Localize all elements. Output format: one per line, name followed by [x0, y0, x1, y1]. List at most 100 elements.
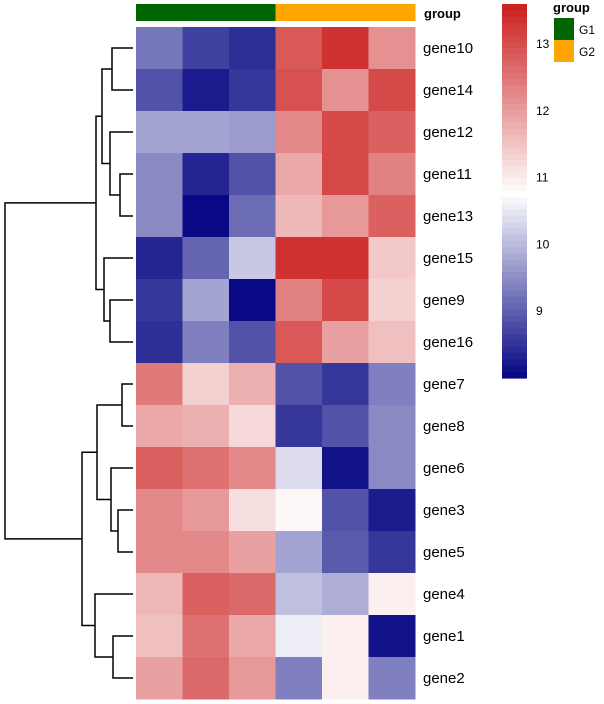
- dendrogram-branch: [110, 467, 133, 532]
- legend-gradient-step: [502, 359, 527, 367]
- heatmap-cell: [368, 573, 416, 616]
- row-label-gene6: gene6: [423, 460, 465, 477]
- dendrogram-branch: [95, 115, 104, 291]
- heatmap-cell: [136, 153, 183, 196]
- heatmap-cell: [322, 195, 369, 238]
- heatmap-cell: [368, 69, 416, 112]
- legend-gradient-step: [502, 178, 527, 186]
- heatmap-cell: [136, 573, 183, 616]
- heatmap-cell: [322, 153, 369, 196]
- legend-tick-13: 13: [536, 37, 550, 51]
- heatmap-cell: [322, 657, 369, 700]
- legend-gradient-step: [502, 4, 527, 11]
- heatmap-cell: [182, 405, 230, 448]
- dendrogram-branch: [119, 173, 133, 217]
- dendrogram-branch: [109, 299, 133, 343]
- dendrogram-branch: [103, 257, 133, 322]
- legend-gradient-step: [502, 60, 527, 67]
- heatmap-cell: [322, 447, 369, 490]
- heatmap-cell: [136, 405, 183, 448]
- heatmap-cell: [229, 531, 276, 574]
- heatmap-cell: [136, 111, 183, 154]
- annotation-cell-g1: [136, 4, 183, 21]
- legend-gradient-step: [502, 259, 527, 267]
- heatmap-cells: [136, 27, 416, 700]
- heatmap-cell: [136, 615, 183, 658]
- heatmap-cell: [182, 279, 230, 322]
- legend-gradient-step: [502, 328, 527, 335]
- dendrogram-branch: [96, 404, 122, 501]
- dendrogram-branch: [111, 47, 133, 91]
- heatmap-cell: [275, 447, 323, 490]
- heatmap-cell: [368, 195, 416, 238]
- dendrogram-branch: [112, 635, 133, 679]
- legend-tick-9: 9: [536, 304, 543, 318]
- heatmap-cell: [182, 531, 230, 574]
- group-legend-swatch-g2: [554, 40, 574, 62]
- legend-gradient-step: [502, 296, 527, 304]
- heatmap-cell: [229, 153, 276, 196]
- row-label-gene13: gene13: [423, 208, 473, 225]
- heatmap-cell: [182, 111, 230, 154]
- heatmap-cell: [275, 237, 323, 280]
- row-label-gene14: gene14: [423, 82, 473, 99]
- heatmap-cell: [229, 321, 276, 364]
- row-label-gene4: gene4: [423, 586, 465, 603]
- heatmap-cell: [229, 447, 276, 490]
- heatmap-cell: [322, 321, 369, 364]
- legend-gradient-step: [502, 128, 527, 136]
- row-label-gene3: gene3: [423, 502, 465, 519]
- row-label-gene15: gene15: [423, 250, 473, 267]
- legend-gradient-step: [502, 334, 527, 342]
- heatmap-cell: [275, 531, 323, 574]
- legend-gradient-step: [502, 72, 527, 80]
- legend-gradient-step: [502, 166, 527, 173]
- row-label-gene12: gene12: [423, 124, 473, 141]
- annotation-cell-g1: [182, 4, 230, 21]
- row-label-gene1: gene1: [423, 628, 465, 645]
- heatmap-cell: [322, 489, 369, 532]
- heatmap-cell: [368, 489, 416, 532]
- legend-gradient-step: [502, 97, 527, 105]
- heatmap-cell: [322, 237, 369, 280]
- legend-gradient-step: [502, 240, 527, 248]
- legend-gradient-step: [502, 28, 527, 36]
- legend-gradient-step: [502, 197, 527, 205]
- legend-gradient-step: [502, 103, 527, 111]
- annotation-cell-g1: [229, 4, 276, 21]
- heatmap-cell: [136, 195, 183, 238]
- row-label-gene8: gene8: [423, 418, 465, 435]
- legend-gradient-step: [502, 215, 527, 223]
- legend-gradient-step: [502, 265, 527, 273]
- heatmap-cell: [229, 573, 276, 616]
- heatmap-cell: [229, 69, 276, 112]
- row-label-gene2: gene2: [423, 670, 465, 687]
- heatmap-cell: [368, 111, 416, 154]
- heatmap-cell: [136, 27, 183, 70]
- legend-gradient-step: [502, 10, 527, 18]
- heatmap-cell: [368, 237, 416, 280]
- heatmap-cell: [368, 27, 416, 70]
- heatmap-cell: [182, 153, 230, 196]
- heatmap-cell: [275, 573, 323, 616]
- legend-gradient-step: [502, 172, 527, 180]
- heatmap-cell: [229, 27, 276, 70]
- heatmap-cell: [322, 111, 369, 154]
- heatmap-cell: [275, 153, 323, 196]
- row-label-gene9: gene9: [423, 292, 465, 309]
- legend-gradient-step: [502, 371, 527, 379]
- legend-gradient-step: [502, 247, 527, 254]
- heatmap-cell: [182, 69, 230, 112]
- heatmap-cell: [368, 657, 416, 700]
- heatmap-cell: [182, 27, 230, 70]
- heatmap-cell: [229, 279, 276, 322]
- legend-gradient-step: [502, 66, 527, 74]
- legend-gradient-step: [502, 53, 527, 61]
- legend-gradient-step: [502, 147, 527, 155]
- heatmap-cell: [182, 615, 230, 658]
- heatmap-cell: [322, 573, 369, 616]
- heatmap-cell: [275, 405, 323, 448]
- heatmap-cell: [229, 195, 276, 238]
- legend-gradient-step: [502, 35, 527, 42]
- dendrogram-branch: [109, 131, 133, 196]
